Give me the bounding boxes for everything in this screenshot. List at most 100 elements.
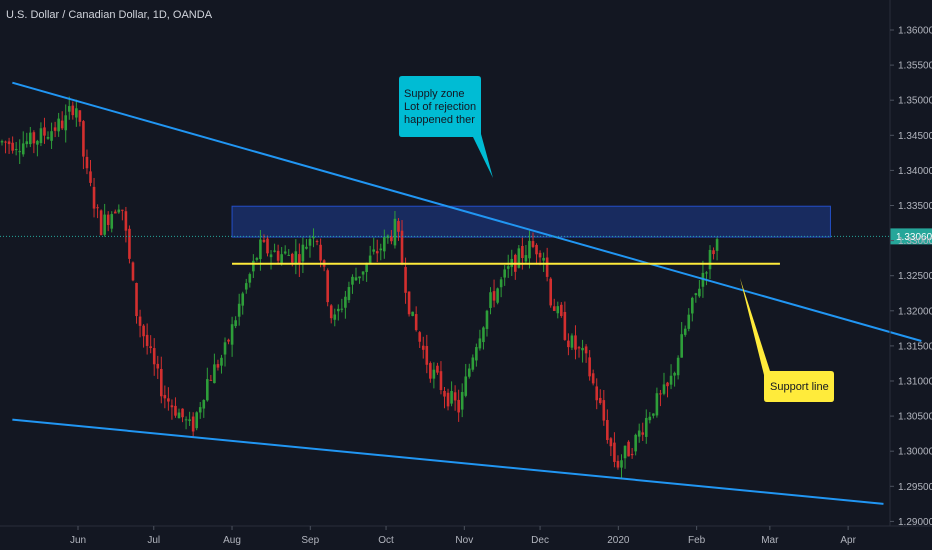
candle-up [698, 288, 701, 297]
price-tick-label: 1.34000 [898, 166, 932, 177]
candle-up [694, 293, 698, 296]
candle-down [163, 395, 167, 399]
candle-up [676, 357, 680, 376]
price-tick-label: 1.30500 [898, 412, 932, 423]
candle-up [524, 255, 528, 262]
candle-down [276, 250, 280, 261]
candle-down [613, 442, 616, 462]
candle-up [556, 306, 560, 314]
candle-up [312, 236, 315, 239]
candle-up [450, 390, 453, 404]
candle-down [174, 405, 177, 416]
candle-down [602, 400, 606, 421]
candle-down [666, 382, 669, 387]
candle-up [680, 334, 683, 358]
last-price-badge [890, 228, 932, 245]
candle-up [499, 279, 503, 288]
candle-up [234, 320, 237, 327]
candle-down [591, 373, 595, 384]
time-axis[interactable]: Jun Jul Aug Sep Oct Nov Dec 2020 Feb Mar Apr [70, 526, 857, 546]
candle-down [425, 346, 429, 365]
candle-up [294, 251, 298, 264]
candle-up [220, 357, 223, 366]
candle-up [485, 310, 489, 329]
support-callout-label: Support line [770, 381, 829, 393]
candle-up [691, 297, 694, 314]
support-callout-box[interactable] [740, 278, 834, 402]
candle-up [25, 141, 29, 145]
candle-down [443, 390, 446, 397]
candle-up [503, 269, 506, 278]
candle-up [471, 357, 475, 370]
candle-up [57, 118, 60, 132]
candle-up [195, 412, 198, 429]
candle-down [209, 379, 213, 381]
candle-up [528, 240, 531, 259]
candle-down [71, 105, 75, 116]
candle-down [407, 291, 411, 315]
candle-down [598, 397, 602, 404]
price-tick-label: 1.31000 [898, 377, 932, 388]
price-axis[interactable]: 1.36000 1.35500 1.35000 1.34500 1.34000 1.335… [890, 26, 932, 528]
candle-up [652, 413, 655, 416]
candle-up [237, 303, 241, 317]
candle-down [595, 386, 599, 401]
candle-up [354, 277, 358, 281]
candle-up [634, 434, 637, 452]
candle-up [333, 314, 337, 320]
candle-up [110, 214, 114, 229]
candle-down [121, 209, 124, 211]
candle-down [549, 278, 552, 306]
time-tick-label: Aug [223, 535, 241, 546]
time-tick-label: Jul [147, 535, 160, 546]
candle-down [531, 241, 535, 247]
supply-callout-box[interactable] [399, 76, 493, 178]
candle-up [64, 115, 68, 131]
candle-down [124, 211, 128, 231]
candle-down [92, 186, 96, 209]
candle-down [298, 254, 301, 265]
price-tick-label: 1.32000 [898, 306, 932, 317]
candle-down [421, 345, 425, 350]
candle-up [241, 293, 245, 306]
chart-title: U.S. Dollar / Canadian Dollar, 1D, OANDA [6, 9, 213, 21]
candle-down [567, 340, 570, 348]
candle-down [414, 314, 418, 331]
candle-down [135, 283, 138, 317]
price-tick-label: 1.31500 [898, 341, 932, 352]
price-tick-label: 1.33500 [898, 201, 932, 212]
candle-up [206, 379, 209, 401]
lower-trendline[interactable] [12, 418, 884, 505]
candle-up [213, 364, 216, 384]
supply-zone-rect[interactable] [231, 205, 831, 238]
upper-trendline[interactable] [12, 81, 922, 342]
candle-up [432, 369, 436, 379]
candle-up [506, 266, 510, 269]
candle-down [560, 304, 563, 316]
supply-callout-line: happened ther [404, 114, 475, 126]
candle-down [156, 363, 160, 369]
candle-up [202, 400, 206, 409]
time-tick-label: Jun [70, 535, 86, 546]
candle-up [75, 108, 78, 118]
candle-down [262, 239, 266, 242]
candle-down [53, 127, 57, 131]
time-tick-label: Sep [301, 535, 319, 546]
candle-up [372, 249, 375, 252]
candle-up [368, 255, 372, 264]
time-tick-label: 2020 [607, 535, 630, 546]
candle-up [117, 209, 121, 213]
candle-up [489, 292, 492, 308]
candle-down [85, 156, 89, 169]
candle-down [375, 251, 379, 254]
candle-up [581, 347, 584, 351]
last-price-label: 1.33060 [896, 232, 932, 243]
candle-down [131, 262, 135, 281]
candle-down [43, 127, 46, 136]
candle-down [329, 305, 333, 319]
candle-down [606, 420, 609, 441]
candle-down [326, 270, 329, 303]
candle-down [152, 348, 156, 365]
